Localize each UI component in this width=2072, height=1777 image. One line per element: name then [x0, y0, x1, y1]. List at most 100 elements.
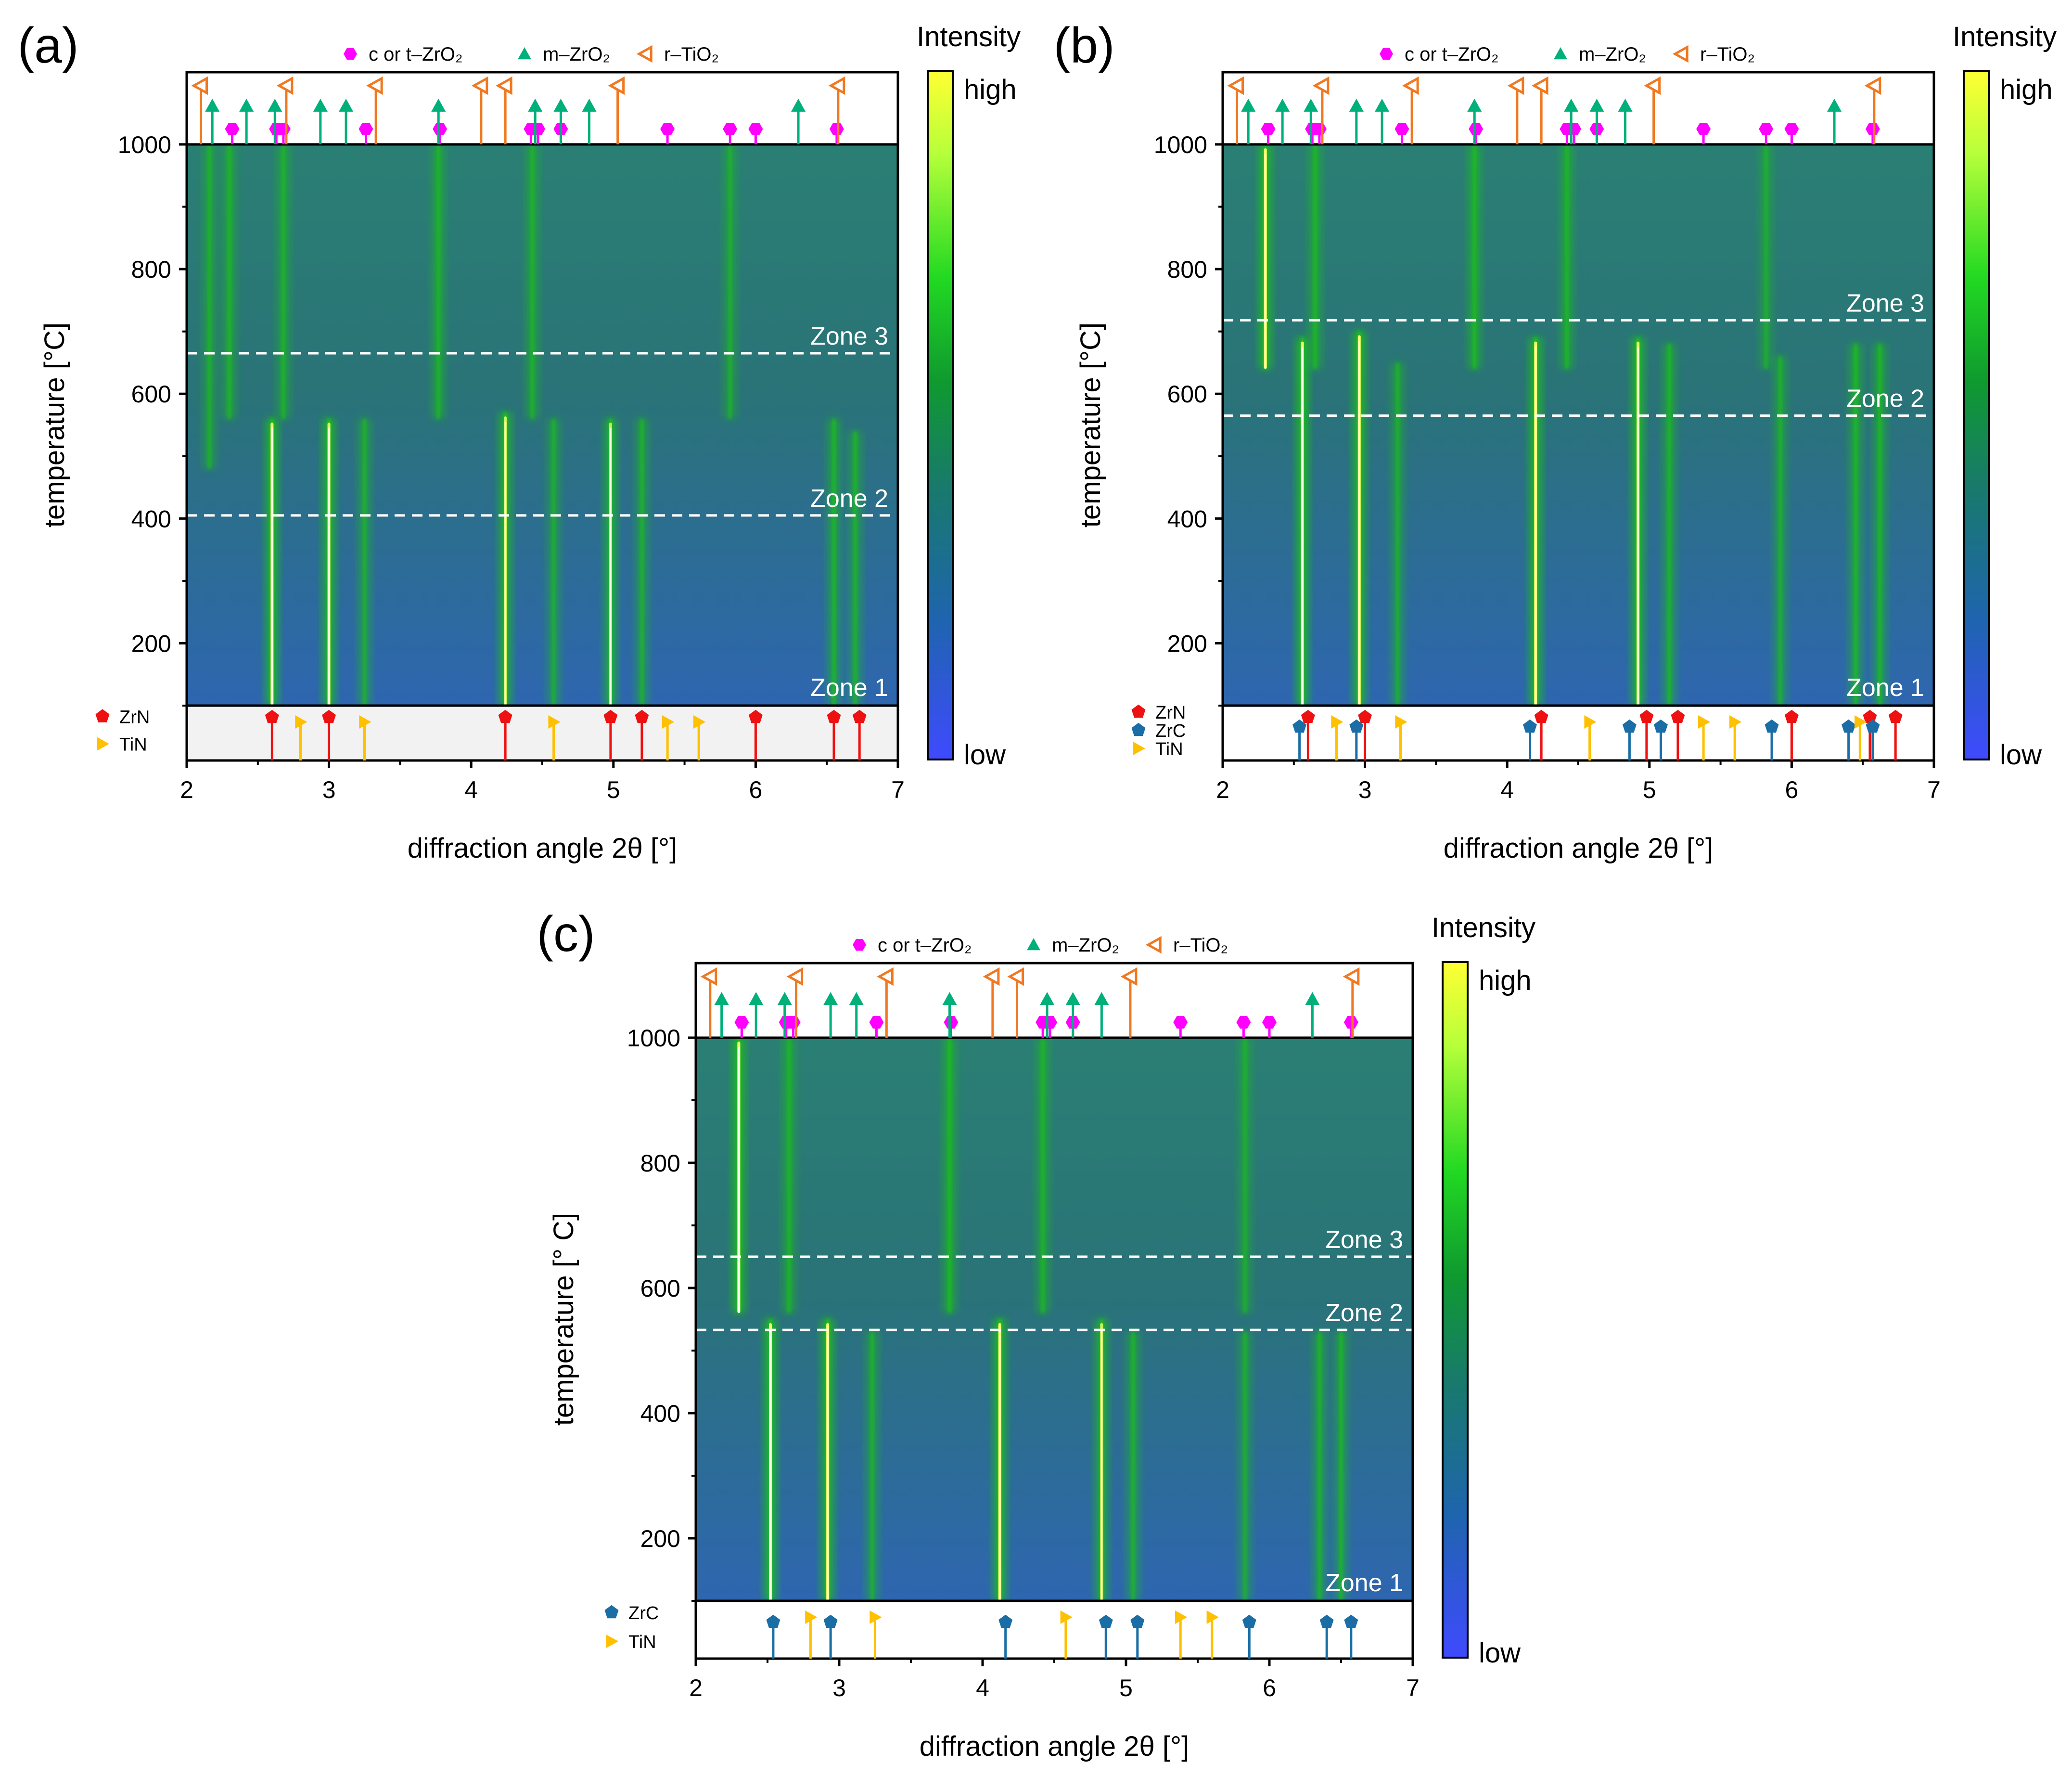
y-tick-label: 600 [1167, 381, 1207, 408]
peak-body [1395, 362, 1400, 706]
peak-streak [499, 412, 512, 706]
x-tick-label: 5 [1119, 1674, 1133, 1701]
x-tick-label: 3 [832, 1674, 846, 1701]
zro2-mono-legend-marker [1554, 47, 1567, 60]
tio2-rutile-marker [495, 76, 512, 95]
y-axis-label: temperature [°C] [39, 322, 70, 528]
zone-label: Zone 2 [810, 485, 888, 513]
colorbar-low-label: low [2000, 739, 2042, 771]
zro2-mono-marker [553, 99, 568, 112]
zro2-mono-marker [339, 99, 354, 112]
zone-label: Zone 3 [810, 322, 888, 350]
tin-legend-label: TiN [628, 1632, 656, 1652]
peak-streak [548, 419, 560, 706]
peak-core-highlight [610, 428, 612, 706]
colorbar [927, 70, 954, 760]
heatmap-peaks [733, 1038, 1347, 1601]
peak-streak [1239, 1038, 1251, 1313]
peak-core-highlight [738, 1047, 740, 1313]
zrc-marker [1653, 719, 1668, 733]
zro2-cubic-marker [1394, 123, 1409, 135]
zro2-mono-marker [823, 992, 838, 1005]
y-tick-label: 400 [1167, 505, 1207, 532]
tio2-rutile-legend-marker [1672, 45, 1688, 63]
peak-body [1667, 344, 1672, 706]
peak-core-highlight [504, 422, 506, 706]
peak-streak [433, 144, 445, 419]
peak-streak [866, 1332, 878, 1601]
x-axis: 2 3 4 5 6 7 diffraction angle 2θ [°] [180, 760, 905, 864]
zrc-marker [1866, 719, 1880, 733]
tio2-rutile-marker [276, 76, 294, 95]
chart-panel-3: (c) Zone 1 Zone 2 Zone 3 c or t–ZrO₂ m–ZrO₂ r–… [537, 906, 1535, 1762]
peak-streak [1296, 337, 1308, 706]
zro2-mono-marker [582, 99, 597, 112]
zro2-cubic-marker [1236, 1016, 1251, 1029]
peak-streak [604, 419, 616, 706]
zrn-marker [603, 709, 618, 723]
colorbar-high-label: high [2000, 74, 2053, 105]
zrc-marker [766, 1614, 780, 1628]
peak-streak [828, 419, 840, 706]
x-axis-label: diffraction angle 2θ [°] [920, 1731, 1189, 1762]
zrn-marker [1534, 709, 1548, 723]
peak-streak [1127, 1332, 1139, 1601]
zro2-mono-legend-marker [1027, 938, 1040, 951]
peak-core-highlight [1358, 341, 1360, 706]
y-tick-label: 1000 [627, 1025, 680, 1052]
zro2-mono-marker [849, 992, 864, 1005]
peak-body [1131, 1332, 1135, 1601]
bottom-reference-panel [1221, 704, 1935, 762]
bottom-reference-markers [1292, 709, 1903, 760]
y-tick-label: 400 [131, 505, 171, 532]
zro2-cubic-marker [1173, 1016, 1188, 1029]
peak-body [1243, 1038, 1247, 1313]
tio2-rutile-marker [1343, 967, 1360, 986]
peak-core-highlight [1302, 347, 1304, 706]
x-axis-label: diffraction angle 2θ [°] [408, 833, 678, 864]
zro2-mono-marker [791, 99, 806, 112]
zrn-legend-label: ZrN [1155, 703, 1186, 723]
tin-marker [295, 715, 307, 729]
tio2-rutile-legend-marker [1145, 936, 1162, 954]
x-tick-label: 6 [1263, 1674, 1276, 1701]
peak-core-highlight [328, 428, 330, 706]
chart-panel-1: (a) Zone 1 Zone 2 Zone 3 c or t–ZrO₂ m–ZrO₂ r–… [17, 18, 1021, 864]
zro2-mono-marker [1305, 992, 1320, 1005]
y-axis: 200 400 600 800 1000 temperature [° C] [548, 1025, 696, 1602]
tio2-rutile-marker [700, 967, 717, 986]
y-tick-label: 400 [640, 1400, 680, 1427]
tin-marker [1729, 715, 1742, 729]
y-tick-label: 1000 [118, 131, 171, 158]
zrn-legend-marker [95, 709, 110, 722]
tin-marker [1395, 715, 1407, 729]
zrn-marker [1358, 709, 1372, 723]
colorbar-low-label: low [1479, 1637, 1521, 1669]
zrn-marker [1639, 709, 1654, 723]
tin-legend-label: TiN [119, 735, 147, 755]
heatmap-background [696, 1038, 1413, 1601]
peak-body [281, 144, 286, 419]
colorbar-title: Intensity [1953, 21, 2057, 52]
tin-marker [359, 715, 371, 729]
peak-streak [724, 144, 736, 419]
zrn-marker [1888, 709, 1903, 723]
zrc-marker [1319, 1614, 1334, 1628]
zro2-cubic-legend-marker [853, 939, 866, 951]
x-tick-label: 4 [464, 776, 478, 803]
peak-streak [266, 419, 278, 706]
tio2-rutile-legend-label: r–TiO₂ [1700, 44, 1755, 65]
peak-body [362, 419, 367, 706]
peak-core-highlight [271, 428, 273, 706]
peak-core-highlight [827, 1329, 829, 1601]
zone-label: Zone 2 [1325, 1299, 1403, 1327]
tin-marker [805, 1610, 818, 1624]
zro2-cubic-marker [433, 123, 448, 135]
y-tick-label: 200 [131, 630, 171, 657]
heatmap-peaks [1259, 144, 1886, 706]
zro2-mono-marker [942, 992, 957, 1005]
peak-streak [1530, 337, 1542, 706]
peak-streak [1096, 1319, 1108, 1601]
zrc-marker [823, 1614, 838, 1628]
zrc-marker [1242, 1614, 1256, 1628]
